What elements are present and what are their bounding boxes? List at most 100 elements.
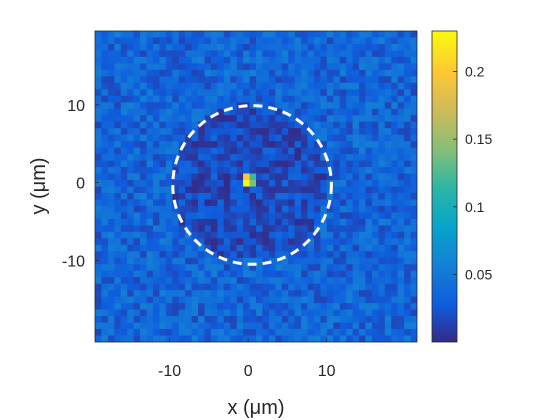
heatmap-cell <box>140 186 147 194</box>
heatmap-cell <box>320 205 328 213</box>
heatmap-cell <box>191 212 199 220</box>
heatmap-cell <box>346 329 353 336</box>
heatmap-cell <box>191 167 199 174</box>
heatmap-cell <box>127 277 135 285</box>
heatmap-cell <box>365 180 373 187</box>
heatmap-cell <box>371 199 379 207</box>
heatmap-cell <box>378 303 386 311</box>
heatmap-cell <box>243 82 250 90</box>
heatmap-cell <box>95 154 102 161</box>
heatmap-cell <box>120 69 128 77</box>
heatmap-cell <box>114 277 122 285</box>
heatmap-cell <box>159 322 167 330</box>
heatmap-cell <box>114 56 122 64</box>
heatmap-cell <box>159 121 167 129</box>
heatmap-cell <box>114 134 122 142</box>
heatmap-cell <box>223 154 231 161</box>
heatmap-cell <box>204 238 212 246</box>
heatmap-cell <box>365 322 373 330</box>
heatmap-cell <box>359 147 366 155</box>
heatmap-cell <box>210 329 218 336</box>
heatmap-cell <box>223 89 231 97</box>
heatmap-cell <box>307 212 315 220</box>
heatmap-cell <box>120 43 128 51</box>
heatmap-cell <box>365 121 373 129</box>
heatmap-cell <box>359 303 366 311</box>
heatmap-cell <box>101 31 109 38</box>
heatmap-cell <box>320 186 328 194</box>
heatmap-cell <box>133 56 141 64</box>
heatmap-cell <box>268 128 276 136</box>
heatmap-cell <box>313 257 321 265</box>
heatmap-cell <box>120 141 128 149</box>
heatmap-cell <box>217 199 225 207</box>
heatmap-cell <box>204 296 212 304</box>
heatmap-cell <box>120 56 128 64</box>
heatmap-cell <box>120 199 128 207</box>
heatmap-cell <box>133 244 141 252</box>
heatmap-cell <box>230 147 238 155</box>
heatmap-cell <box>301 154 308 161</box>
heatmap-cell <box>198 180 205 187</box>
heatmap-cell <box>178 95 186 103</box>
heatmap-cell <box>391 56 399 64</box>
heatmap-cell <box>101 296 109 304</box>
heatmap-cell <box>275 108 283 116</box>
heatmap-cell <box>301 173 308 181</box>
heatmap-cell <box>333 37 341 45</box>
heatmap-cell <box>268 316 276 323</box>
heatmap-cell <box>410 225 417 233</box>
heatmap-cell <box>133 316 141 323</box>
heatmap-cell <box>249 218 257 226</box>
heatmap-cell <box>159 257 167 265</box>
heatmap-cell <box>230 296 238 304</box>
heatmap-cell <box>127 37 135 45</box>
heatmap-cell <box>140 335 147 342</box>
heatmap-cell <box>120 231 128 239</box>
heatmap-cell <box>178 56 186 64</box>
heatmap-cell <box>191 205 199 213</box>
heatmap-cell <box>313 180 321 187</box>
heatmap-cell <box>95 141 102 149</box>
heatmap-cell <box>210 270 218 278</box>
heatmap-cell <box>256 186 263 194</box>
heatmap-cell <box>159 102 167 110</box>
heatmap-cell <box>352 89 360 97</box>
heatmap-cell <box>140 316 147 323</box>
heatmap-cell <box>339 76 347 84</box>
heatmap-cell <box>127 251 135 259</box>
heatmap-cell <box>281 63 289 71</box>
heatmap-cell <box>359 141 366 149</box>
heatmap-cell <box>172 309 180 317</box>
heatmap-cell <box>384 56 392 64</box>
heatmap-cell <box>288 303 296 311</box>
heatmap-cell <box>165 128 173 136</box>
heatmap-cell <box>191 218 199 226</box>
heatmap-cell <box>333 277 341 285</box>
heatmap-cell <box>172 89 180 97</box>
y-axis-ticks: 100-10 <box>62 98 99 270</box>
heatmap-cell <box>101 322 109 330</box>
heatmap-cell <box>198 329 205 336</box>
heatmap-cell <box>294 43 302 51</box>
heatmap-cell <box>152 63 160 71</box>
heatmap-cell <box>101 56 109 64</box>
heatmap-cell <box>217 264 225 272</box>
heatmap-cell <box>313 231 321 239</box>
heatmap-cell <box>307 290 315 298</box>
heatmap-cell <box>165 238 173 246</box>
heatmap-cell <box>404 50 411 58</box>
heatmap-cell <box>371 180 379 187</box>
heatmap-cell <box>397 89 405 97</box>
heatmap-cell <box>288 76 296 84</box>
heatmap-cell <box>384 115 392 123</box>
heatmap-cell <box>371 335 379 342</box>
heatmap-cell <box>391 251 399 259</box>
heatmap-cell <box>249 251 257 259</box>
heatmap-cell <box>146 329 154 336</box>
heatmap-cell <box>210 115 218 123</box>
heatmap-cell <box>191 82 199 90</box>
heatmap-cell <box>333 56 341 64</box>
heatmap-cell <box>333 225 341 233</box>
heatmap-cell <box>236 277 244 285</box>
